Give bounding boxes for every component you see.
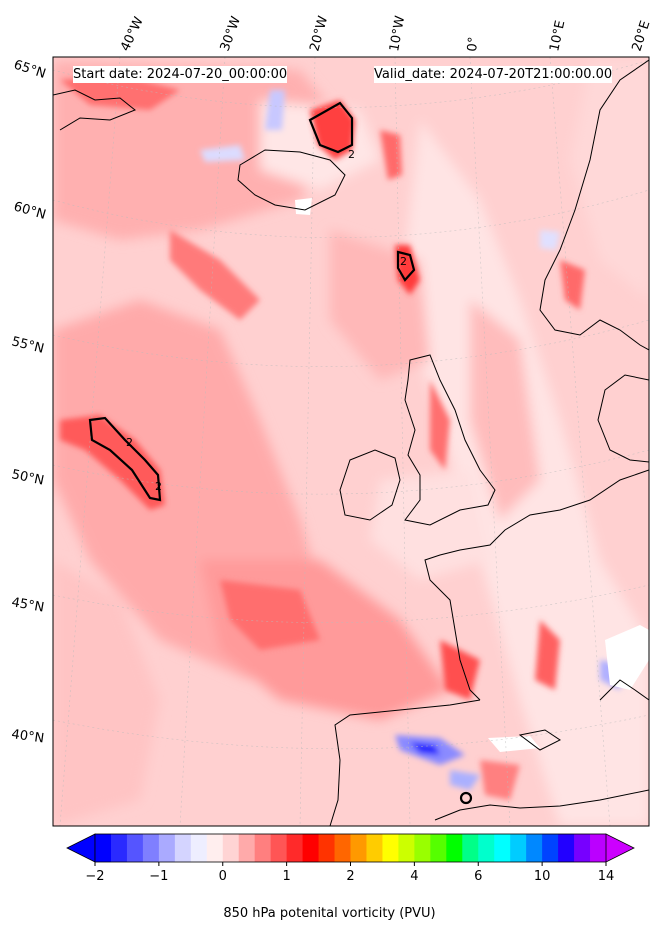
colorbar-tick-label: 6	[474, 869, 482, 884]
colorbar-max-extension	[605, 833, 635, 863]
colorbar-title: 850 hPa potenital vorticity (PVU)	[223, 906, 436, 921]
colorbar-segment	[110, 834, 128, 862]
colorbar-segment	[510, 834, 527, 862]
lat-label: 40°N	[10, 727, 45, 746]
lon-label: 40°W	[118, 15, 147, 54]
colorbar-segment	[574, 834, 591, 862]
lat-label: 45°N	[10, 595, 45, 615]
colorbar-segment	[366, 834, 383, 862]
colorbar-segment	[95, 834, 112, 862]
colorbar-tick-label: 0	[219, 869, 227, 884]
colorbar-segment	[590, 834, 607, 862]
longitude-labels: 40°W 30°W 20°W 10°W 0° 10°E 20°E	[118, 14, 653, 53]
colorbar-segment	[542, 834, 559, 862]
colorbar-segment	[334, 834, 351, 862]
colorbar-segment	[318, 834, 336, 862]
colorbar-segment	[126, 834, 144, 862]
colorbar-tick-label: 4	[410, 869, 418, 884]
colorbar-tick-label: −1	[149, 869, 168, 884]
lon-label: 10°W	[387, 15, 408, 53]
colorbar-min-extension	[66, 833, 96, 863]
colorbar-segment	[430, 834, 447, 862]
colorbar-segment	[462, 834, 479, 862]
colorbar-segment	[478, 834, 495, 862]
valid-date-label: Valid_date: 2024-07-20T21:00:00.00	[374, 66, 613, 83]
colorbar-segment	[206, 834, 224, 862]
lat-label: 50°N	[10, 467, 45, 488]
colorbar-tick-label: 14	[598, 869, 615, 884]
colorbar-segment	[558, 834, 575, 862]
colorbar-segment	[270, 834, 288, 862]
colorbar-segment	[382, 834, 399, 862]
contour-label: 2	[348, 148, 355, 161]
colorbar-tick-label: 2	[346, 869, 354, 884]
latitude-labels: 65°N 60°N 55°N 50°N 45°N 40°N	[10, 58, 48, 747]
lat-label: 65°N	[12, 58, 48, 82]
contour-label: 2	[155, 480, 162, 493]
colorbar: −2 −1 0 1 2 4 6 10 14	[66, 833, 635, 884]
colorbar-segment	[526, 834, 543, 862]
map-panel: 2 2 2 2	[53, 57, 649, 826]
start-date-label: Start date: 2024-07-20_00:00:00	[73, 66, 288, 83]
lon-label: 30°W	[218, 14, 244, 53]
colorbar-tick-label: 1	[282, 869, 290, 884]
colorbar-segment	[158, 834, 176, 862]
colorbar-segment	[190, 834, 208, 862]
colorbar-segment	[254, 834, 272, 862]
colorbar-segment	[446, 834, 463, 862]
colorbar-segment	[286, 834, 304, 862]
colorbar-segment	[414, 834, 431, 862]
colorbar-segment	[222, 834, 240, 862]
colorbar-segment	[398, 834, 415, 862]
lon-label: 20°E	[630, 19, 654, 53]
lon-label: 0°	[465, 36, 481, 52]
lat-label: 55°N	[10, 334, 45, 356]
colorbar-tick-label: 10	[534, 869, 551, 884]
colorbar-segment	[302, 834, 320, 862]
lon-label: 10°E	[547, 19, 568, 53]
colorbar-segment	[350, 834, 367, 862]
colorbar-segment	[238, 834, 256, 862]
colorbar-segment	[142, 834, 160, 862]
contour-label: 2	[400, 255, 407, 268]
colorbar-tick-label: −2	[85, 869, 104, 884]
map-frame	[52, 56, 650, 827]
colorbar-segment	[174, 834, 192, 862]
colorbar-segment	[494, 834, 511, 862]
contour-label: 2	[126, 436, 133, 449]
lat-label: 60°N	[12, 199, 48, 222]
lon-label: 20°W	[307, 14, 331, 53]
